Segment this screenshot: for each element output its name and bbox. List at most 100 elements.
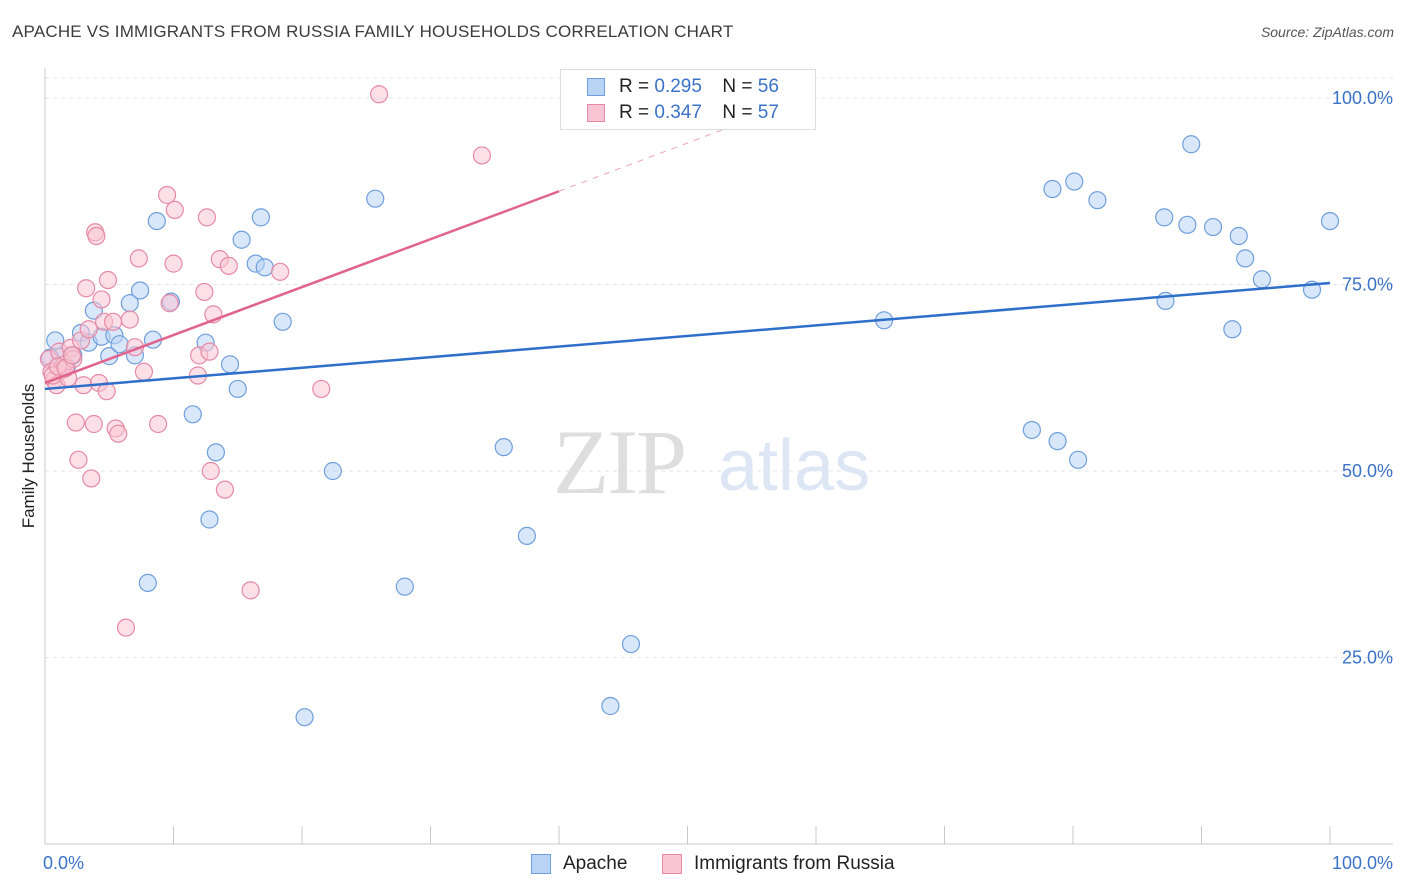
russia-point-25 [104, 312, 123, 331]
apache-swatch [587, 78, 605, 96]
apache-point-31 [366, 189, 385, 208]
russia-point-50 [312, 379, 331, 399]
russia-point-32 [134, 362, 154, 381]
watermark-zip: ZIP [553, 411, 685, 513]
x-tick-label-100: 100.0% [1332, 853, 1393, 873]
apache-point-21 [206, 443, 226, 462]
y-tick-label-50: 50.0% [1342, 461, 1393, 481]
apache-point-18 [183, 405, 202, 424]
russia-point-43 [201, 461, 220, 481]
russia-point-15 [79, 320, 98, 339]
y-tick-label-25: 25.0% [1342, 648, 1393, 668]
watermark-atlas: atlas [718, 426, 870, 506]
apache-point-51 [1236, 249, 1255, 268]
tick-labels: 25.0% 50.0% 75.0% 100.0% 0.0% 100.0% [43, 88, 1393, 873]
apache-point-28 [273, 312, 292, 331]
watermark: ZIP atlas [553, 411, 870, 513]
russia-point-56 [62, 346, 82, 365]
russia-swatch [587, 104, 605, 122]
bottom-legend-russia-swatch [662, 854, 682, 874]
legend-row-apache: R = 0.295 N = 56 [587, 75, 779, 99]
x-tick-label-0: 0.0% [43, 853, 84, 873]
russia-point-31 [129, 249, 148, 268]
apache-trend-line [44, 281, 1331, 391]
apache-point-22 [220, 355, 240, 374]
bottom-legend-apache-swatch [531, 854, 551, 874]
bottom-legend-russia: Immigrants from Russia [662, 851, 895, 877]
apache-point-44 [1155, 208, 1174, 227]
apache-point-29 [295, 708, 314, 727]
apache-point-47 [1182, 135, 1201, 154]
russia-r-label: R = [619, 102, 650, 123]
apache-point-49 [1223, 320, 1242, 339]
russia-point-10 [66, 413, 85, 432]
russia-n-value: 57 [757, 102, 779, 123]
y-tick-label-100: 100.0% [1332, 88, 1393, 108]
apache-points [41, 135, 1340, 727]
apache-point-42 [1069, 450, 1088, 469]
russia-point-35 [160, 294, 179, 313]
apache-point-23 [232, 230, 251, 249]
grid-lines [45, 77, 1393, 658]
russia-point-28 [116, 618, 136, 637]
russia-point-40 [195, 282, 214, 302]
apache-point-50 [1229, 226, 1248, 246]
apache-point-36 [621, 634, 641, 654]
bottom-legend-apache: Apache [531, 851, 627, 877]
apache-point-24 [228, 379, 247, 399]
russia-point-21 [92, 290, 111, 309]
axes [44, 68, 1393, 845]
apache-point-27 [255, 258, 274, 277]
legend-row-russia: R = 0.347 N = 57 [587, 101, 779, 125]
bottom-legend-russia-label: Immigrants from Russia [694, 853, 895, 874]
russia-point-19 [87, 226, 106, 246]
russia-point-48 [241, 581, 260, 600]
apache-point-16 [147, 211, 166, 231]
russia-point-24 [98, 270, 118, 290]
russia-point-36 [164, 254, 183, 273]
russia-point-17 [84, 414, 103, 434]
apache-point-52 [1252, 270, 1271, 289]
apache-point-34 [517, 526, 536, 546]
russia-n-label: N = [722, 102, 753, 123]
apache-point-40 [1048, 432, 1067, 451]
russia-r-value: 0.347 [654, 102, 702, 123]
russia-point-14 [77, 279, 96, 298]
apache-point-32 [395, 577, 414, 596]
apache-point-15 [138, 573, 157, 593]
apache-n-label: N = [722, 76, 753, 97]
russia-point-16 [82, 469, 101, 488]
apache-n-value: 56 [757, 76, 779, 97]
russia-point-29 [120, 310, 139, 329]
russia-point-42 [200, 342, 219, 361]
apache-point-10 [110, 335, 129, 354]
apache-point-54 [1320, 211, 1340, 231]
y-axis-label: Family Households [19, 384, 38, 529]
russia-point-41 [197, 208, 217, 227]
apache-point-38 [1022, 420, 1041, 440]
chart-source: Source: ZipAtlas.com [1260, 24, 1394, 40]
russia-point-37 [165, 200, 184, 219]
russia-point-47 [219, 256, 238, 275]
apache-point-41 [1065, 172, 1084, 191]
russia-point-52 [472, 146, 491, 165]
russia-point-27 [109, 424, 128, 443]
trend-lines [44, 108, 1331, 391]
apache-r-label: R = [619, 76, 650, 97]
apache-point-20 [200, 510, 219, 529]
russia-point-34 [157, 185, 177, 205]
russia-point-33 [148, 414, 168, 434]
apache-point-39 [1043, 179, 1062, 199]
bottom-legend-apache-label: Apache [563, 853, 628, 874]
russia-point-46 [215, 480, 234, 499]
russia-point-51 [370, 85, 389, 104]
y-tick-label-75: 75.0% [1342, 275, 1393, 295]
chart-title: APACHE VS IMMIGRANTS FROM RUSSIA FAMILY … [12, 22, 734, 41]
russia-point-11 [69, 450, 88, 469]
apache-point-30 [323, 461, 342, 481]
russia-trend-line [44, 190, 560, 385]
correlation-legend: R = 0.295 N = 56 R = 0.347 N = 57 [560, 69, 816, 130]
apache-point-33 [494, 438, 513, 457]
russia-point-49 [271, 262, 290, 281]
